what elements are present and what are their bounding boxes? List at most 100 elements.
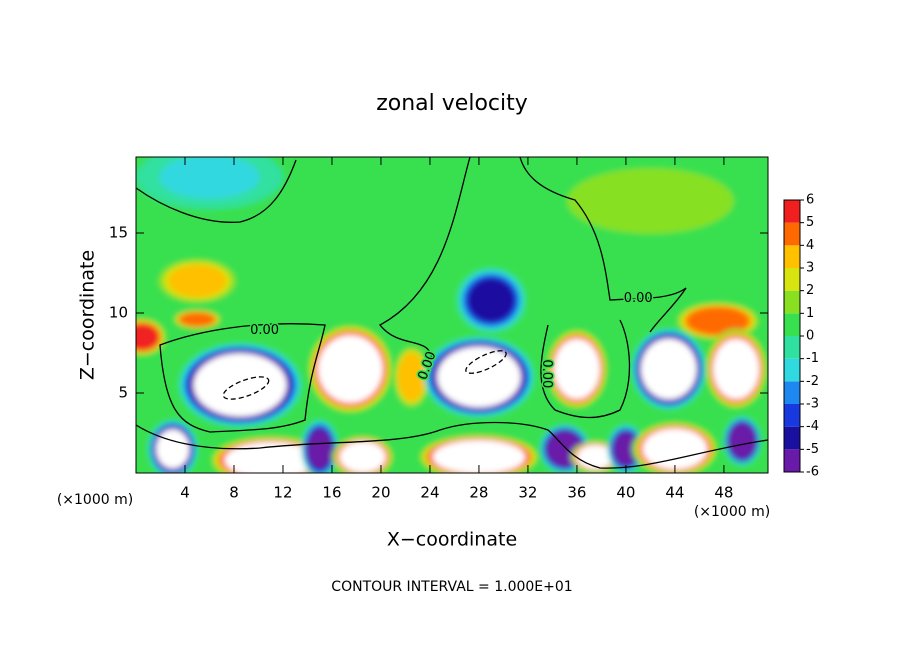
colorbar-swatch xyxy=(784,313,800,336)
blob-ring xyxy=(341,442,384,472)
colorbar-label: 6 xyxy=(806,193,814,208)
colorbar-label: -1 xyxy=(806,351,819,366)
blob-ring xyxy=(159,157,260,199)
colorbar-swatch xyxy=(784,268,800,291)
x-tick-label: 44 xyxy=(665,484,684,502)
field-blob xyxy=(136,317,167,357)
colorbar-label: 1 xyxy=(806,306,814,321)
blob-ring xyxy=(180,312,214,326)
colorbar-swatch xyxy=(784,426,800,450)
contour-line xyxy=(136,421,768,469)
colorbar-label: 4 xyxy=(806,238,814,253)
x-tick-label: 4 xyxy=(180,484,190,502)
blob-ring xyxy=(567,168,734,234)
blob-ring xyxy=(613,432,639,466)
chart-title: zonal velocity xyxy=(376,91,528,116)
colorbar-label: -3 xyxy=(806,397,819,412)
contour-line xyxy=(519,157,687,333)
field-blob xyxy=(148,420,198,473)
x-tick-label: 20 xyxy=(371,484,390,502)
contour-line xyxy=(465,350,507,374)
blob-ring xyxy=(156,429,190,469)
contour-label: 0.00 xyxy=(539,359,554,388)
x-axis-label: X−coordinate xyxy=(387,529,517,551)
colorbar-label: -6 xyxy=(806,465,819,480)
field-blob xyxy=(570,441,620,473)
y-tick-label: 5 xyxy=(118,384,128,402)
blob-ring xyxy=(643,341,694,397)
colorbar-swatch xyxy=(784,381,800,404)
field-blob xyxy=(209,436,332,473)
field-blob xyxy=(546,329,608,409)
x-tick-label: 12 xyxy=(273,484,292,502)
blob-ring xyxy=(168,264,227,298)
blob-ring xyxy=(307,429,333,469)
blob-ring xyxy=(198,356,282,414)
x-tick-label: 40 xyxy=(616,484,635,502)
blob-ring xyxy=(229,443,313,473)
field: 0.000.000.000.00 xyxy=(136,157,768,473)
colorbar-label: 3 xyxy=(806,261,814,276)
blob-ring xyxy=(399,355,425,399)
contour-label: 0.00 xyxy=(624,291,653,306)
colorbar-swatch xyxy=(784,245,800,268)
x-tick-label: 24 xyxy=(420,484,439,502)
colorbar-label: -4 xyxy=(806,419,819,434)
blob-ring xyxy=(321,338,380,400)
colorbar-label: -5 xyxy=(806,442,819,457)
blob-ring xyxy=(578,446,612,468)
colorbar-label: 0 xyxy=(806,329,814,344)
field-blob xyxy=(154,257,241,305)
blob-ring xyxy=(729,424,755,458)
field-blob xyxy=(632,421,718,473)
y-axis-label: Z−coordinate xyxy=(77,250,99,380)
contour-line xyxy=(136,159,297,223)
field-blob xyxy=(331,436,394,473)
x-tick-label: 36 xyxy=(567,484,586,502)
y-tick-label: 10 xyxy=(109,304,128,322)
colorbar-swatch xyxy=(784,404,800,427)
blob-ring xyxy=(715,341,757,397)
x-tick-label: 28 xyxy=(469,484,488,502)
blob-ring xyxy=(645,430,705,468)
blob-ring xyxy=(441,349,517,405)
contour-line xyxy=(540,319,631,419)
colorbar-swatch xyxy=(784,222,800,246)
blob-ring xyxy=(437,441,521,473)
x-unit-label: (×1000 m) xyxy=(694,504,770,520)
plot-frame xyxy=(135,156,769,474)
colorbar-swatch xyxy=(784,290,800,314)
colorbar-label: -2 xyxy=(806,374,819,389)
field-blob xyxy=(136,157,283,209)
field-blob xyxy=(393,345,430,409)
field-blob xyxy=(307,324,394,414)
blob-ring xyxy=(136,323,159,351)
field-blob xyxy=(456,268,526,333)
colorbar-swatch xyxy=(784,449,800,472)
x-tick-label: 48 xyxy=(714,484,733,502)
x-tick-label: 8 xyxy=(229,484,239,502)
field-fill xyxy=(136,157,768,473)
contour-line xyxy=(379,157,471,361)
blob-ring xyxy=(556,341,598,397)
x-tick-label: 16 xyxy=(322,484,341,502)
colorbar: -6 -5 -4 -3 -2 -1 0 1 2 3 4 5 6 xyxy=(783,193,819,480)
contour-label: 0.00 xyxy=(250,323,279,338)
colorbar-swatch xyxy=(784,200,800,223)
field-blob xyxy=(178,343,302,427)
field-blob xyxy=(705,329,767,409)
y-unit-label: (×1000 m) xyxy=(57,492,133,508)
blob-ring xyxy=(688,307,747,335)
field-blob xyxy=(607,425,645,473)
field-blob xyxy=(172,309,222,329)
field-blob xyxy=(527,157,768,249)
field-blob xyxy=(417,434,541,473)
contour-line xyxy=(159,323,326,433)
y-tick-label: 15 xyxy=(109,224,128,242)
field-blob xyxy=(423,337,535,417)
contour-line xyxy=(222,376,270,400)
field-blob xyxy=(301,420,339,473)
field-blob xyxy=(723,417,761,465)
